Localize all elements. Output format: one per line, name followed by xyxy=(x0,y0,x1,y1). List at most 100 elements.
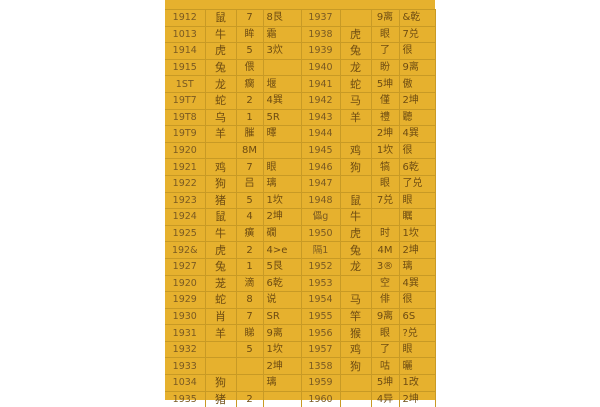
left-year-cell: 1924 xyxy=(165,208,206,226)
left-zodiac-animal-cell: 虎 xyxy=(205,241,237,259)
left-trigram-a-cell: 滴 xyxy=(236,274,264,292)
left-trigram-b-cell: 3炊 xyxy=(263,42,302,60)
left-trigram-a-cell: 8M xyxy=(236,141,264,159)
right-year-cell: 1954 xyxy=(301,291,341,309)
left-trigram-a-cell: 2 xyxy=(236,241,264,259)
right-trigram-b-cell: 4巽 xyxy=(399,125,436,143)
left-zodiac-animal-cell: 猪 xyxy=(205,390,237,407)
right-trigram-a-cell: 眼 xyxy=(371,25,400,43)
right-year-cell: 1937 xyxy=(301,9,341,27)
right-zodiac-animal-cell: 蛇 xyxy=(340,75,372,93)
table-row: 1ST 龙瘸堰 1941 蛇 5坤傲 xyxy=(165,75,436,93)
right-trigram-a-cell: 5坤 xyxy=(371,75,400,93)
right-year-cell: 1946 xyxy=(301,158,341,176)
left-trigram-a-cell: 8 xyxy=(236,291,264,309)
right-zodiac-animal-cell xyxy=(340,274,372,292)
table-row: 19T9 羊膗曎 1944 2坤 4巽 xyxy=(165,125,436,143)
right-year-cell: 1957 xyxy=(301,340,341,358)
table-row: 192& 虎 2 4>e 隔1 兔 4M 2坤 xyxy=(165,241,436,259)
right-year-cell: 1939 xyxy=(301,42,341,60)
right-trigram-a-cell: 7兑 xyxy=(371,191,400,209)
left-trigram-b-cell: 1坎 xyxy=(263,191,302,209)
left-year-cell: 1929 xyxy=(165,291,206,309)
right-trigram-b-cell: 了兑 xyxy=(399,174,436,193)
table-row: 1932 5 1坎 1957 鸡了眼 xyxy=(165,340,436,358)
left-trigram-b-cell xyxy=(263,141,302,159)
left-zodiac-animal-cell: 猪 xyxy=(205,191,237,209)
left-trigram-a-cell: 2 xyxy=(236,390,264,407)
table-row: 1931 羊睇 9离 1956 猴眼 ?兑 xyxy=(165,324,436,342)
left-zodiac-animal-cell: 鼠 xyxy=(205,9,237,27)
left-zodiac-animal-cell: 牛 xyxy=(205,25,237,43)
left-trigram-b-cell: 4巽 xyxy=(263,91,302,110)
right-trigram-b-cell: 4巽 xyxy=(399,274,436,292)
left-trigram-a-cell: 膗 xyxy=(236,125,264,143)
right-trigram-a-cell: 3® xyxy=(371,257,400,275)
right-year-cell: 1942 xyxy=(301,91,341,110)
left-year-cell: 1932 xyxy=(165,340,206,358)
left-year-cell: 1935 xyxy=(165,390,206,407)
right-zodiac-animal-cell: 鸡 xyxy=(340,340,372,358)
left-year-cell: 1920 xyxy=(165,274,206,292)
left-trigram-b-cell: SR xyxy=(263,307,302,325)
right-zodiac-animal-cell: 虎 xyxy=(340,25,372,43)
left-year-cell: 1927 xyxy=(165,257,206,275)
left-trigram-a-cell: 1 xyxy=(236,108,264,126)
right-trigram-a-cell: 4M xyxy=(371,241,400,259)
left-trigram-a-cell: 7 xyxy=(236,9,264,27)
right-year-cell: 1358 xyxy=(301,357,341,375)
right-year-cell: 1944 xyxy=(301,125,341,143)
left-year-cell: 1034 xyxy=(165,374,206,392)
right-year-cell: 1947 xyxy=(301,174,341,193)
left-zodiac-animal-cell: 肖 xyxy=(205,307,237,325)
right-trigram-a-cell: 9离 xyxy=(371,9,400,27)
left-zodiac-animal-cell: 蛇 xyxy=(205,91,237,110)
right-year-cell: 1950 xyxy=(301,224,341,242)
right-trigram-a-cell: 空 xyxy=(371,274,400,292)
right-zodiac-animal-cell: 龙 xyxy=(340,58,372,76)
right-trigram-a-cell: 了 xyxy=(371,340,400,358)
right-trigram-b-cell: 6乾 xyxy=(399,158,436,176)
right-trigram-a-cell: 时 xyxy=(371,224,400,242)
left-zodiac-animal-cell: 茏 xyxy=(205,274,237,292)
left-trigram-a-cell: 偎 xyxy=(236,58,264,76)
left-zodiac-animal-cell: 龙 xyxy=(205,75,237,93)
right-trigram-b-cell: 很 xyxy=(399,42,436,60)
left-zodiac-animal-cell: 牛 xyxy=(205,224,237,242)
right-trigram-a-cell: 眼 xyxy=(371,174,400,193)
table-row: 1929 蛇 8 说 1954 马俳很 xyxy=(165,291,436,309)
left-year-cell: 1922 xyxy=(165,174,206,193)
right-zodiac-animal-cell: 马 xyxy=(340,291,372,309)
table-row: 1912 鼠 7 8艮 1937 9离 &乾 xyxy=(165,9,436,27)
left-trigram-b-cell: 6乾 xyxy=(263,274,302,292)
left-zodiac-animal-cell xyxy=(205,141,237,159)
right-zodiac-animal-cell: 狗 xyxy=(340,357,372,375)
left-zodiac-animal-cell: 狗 xyxy=(205,174,237,193)
right-zodiac-animal-cell xyxy=(340,174,372,193)
right-trigram-b-cell: 眼 xyxy=(399,191,436,209)
left-year-cell: 1912 xyxy=(165,9,206,27)
left-zodiac-animal-cell: 鸡 xyxy=(205,158,237,176)
right-trigram-a-cell: 僅 xyxy=(371,91,400,110)
right-trigram-a-cell: 1坎 xyxy=(371,141,400,159)
table-row: 1914 虎 5 3炊 1939 兔了很 xyxy=(165,42,436,60)
left-trigram-b-cell: 曎 xyxy=(263,125,302,143)
left-zodiac-animal-cell: 兔 xyxy=(205,58,237,76)
right-trigram-a-cell: 2坤 xyxy=(371,125,400,143)
left-zodiac-animal-cell: 兔 xyxy=(205,257,237,275)
left-year-cell: 1933 xyxy=(165,357,206,375)
left-year-cell: 1930 xyxy=(165,307,206,325)
table-row: 1920 茏滴 6乾 1953 空 4巽 xyxy=(165,274,436,292)
left-trigram-b-cell: 璃 xyxy=(263,374,302,392)
left-zodiac-animal-cell xyxy=(205,340,237,358)
left-trigram-b-cell: 说 xyxy=(263,291,302,309)
right-zodiac-animal-cell: 兔 xyxy=(340,42,372,60)
right-trigram-a-cell: 5坤 xyxy=(371,374,400,392)
left-year-cell: 19T7 xyxy=(165,91,206,110)
right-zodiac-animal-cell: 牛 xyxy=(340,208,372,226)
right-trigram-b-cell: 2坤 xyxy=(399,241,436,259)
zodiac-year-table: 1912 鼠 7 8艮 1937 9离 &乾 1013 牛眸霜 1938 虎眼 7兑 1914 虎 5 3炊 1… xyxy=(165,9,436,407)
left-zodiac-animal-cell: 蛇 xyxy=(205,291,237,309)
right-zodiac-animal-cell xyxy=(340,125,372,143)
left-year-cell: 1914 xyxy=(165,42,206,60)
